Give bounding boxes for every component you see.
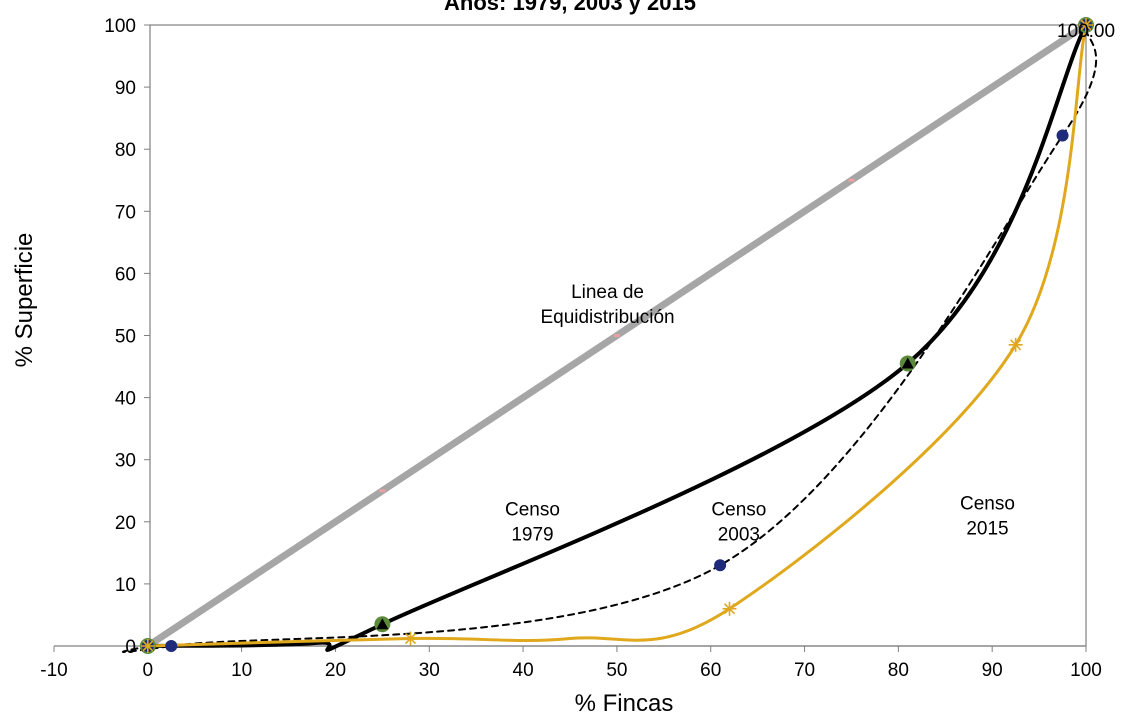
data-point-censo2015: [403, 631, 418, 646]
x-tick-label: 10: [231, 660, 252, 681]
annotation-line: 2003: [718, 525, 760, 546]
series-line-censo1979: [145, 23, 1088, 653]
data-point-equidistribucion: [379, 489, 386, 493]
y-tick-label: 20: [115, 513, 136, 534]
data-point-censo2003: [165, 640, 178, 652]
x-axis-title: % Fincas: [575, 690, 674, 717]
x-tick-label: 40: [513, 660, 534, 681]
annotation-line: 1979: [511, 525, 553, 546]
data-point-censo2015: [1008, 337, 1023, 352]
y-tick-label: 10: [115, 575, 136, 596]
y-tick-label: 100: [104, 16, 136, 37]
x-tick-label: 0: [143, 660, 154, 681]
x-tick-label: 50: [606, 660, 627, 681]
markers-layer: [139, 17, 1094, 654]
y-tick-label: 90: [115, 78, 136, 99]
annotation-end: 100.00: [1057, 21, 1115, 42]
x-tick-label: 20: [325, 660, 346, 681]
annotations-layer: Linea de Equidistribución Censo 1979 Censo 20…: [505, 21, 1115, 546]
y-tick-label: 40: [115, 389, 136, 410]
data-point-censo1979-triangle: [376, 618, 389, 630]
data-point-equidistribucion: [848, 178, 855, 182]
y-tick-label: 60: [115, 264, 136, 285]
annotation-line: 100.00: [1057, 21, 1115, 42]
annotation-line: Linea de: [571, 282, 644, 303]
data-point-censo2003: [1056, 129, 1069, 142]
x-tick-label: 30: [419, 660, 440, 681]
data-point-censo1979-triangle: [901, 357, 914, 369]
axes: -10 0 10 20 30 40 50 60 70 80 90 100 0 10 20 30 40 50 60 70…: [40, 16, 1102, 681]
annotation-c2015: Censo 2015: [960, 493, 1015, 539]
data-point-censo2015: [140, 639, 155, 653]
annotation-line: 2015: [966, 518, 1008, 539]
series-layer: [122, 21, 1098, 653]
x-tick-label: 100: [1070, 660, 1102, 681]
y-axis-title: % Superficie: [11, 233, 38, 368]
y-tick-label: 80: [115, 140, 136, 161]
y-tick-label: 70: [115, 202, 136, 223]
x-tick-label: 90: [982, 660, 1003, 681]
y-tick-label: 50: [115, 327, 136, 348]
chart-title: Años: 1979, 2003 y 2015: [444, 0, 696, 15]
y-tick-label: 30: [115, 451, 136, 472]
annotation-c1979: Censo 1979: [505, 500, 560, 546]
annotation-line: Censo: [711, 500, 766, 521]
x-tick-label: 70: [794, 660, 815, 681]
annotation-equi: Linea de Equidistribución: [540, 282, 674, 328]
data-point-censo2015: [1079, 18, 1093, 32]
x-tick-label: -10: [40, 660, 67, 681]
annotation-line: Censo: [505, 500, 560, 521]
data-point-censo2015: [722, 601, 737, 616]
data-point-censo2003: [714, 559, 727, 572]
y-tick-label: 0: [125, 637, 136, 658]
series-line-censo2015: [146, 23, 1088, 648]
x-tick-label: 80: [888, 660, 909, 681]
annotation-line: Equidistribución: [540, 307, 674, 328]
annotation-line: Censo: [960, 493, 1015, 514]
data-point-equidistribucion: [613, 334, 620, 337]
x-tick-label: 60: [700, 660, 721, 681]
annotation-c2003: Censo 2003: [711, 500, 766, 546]
